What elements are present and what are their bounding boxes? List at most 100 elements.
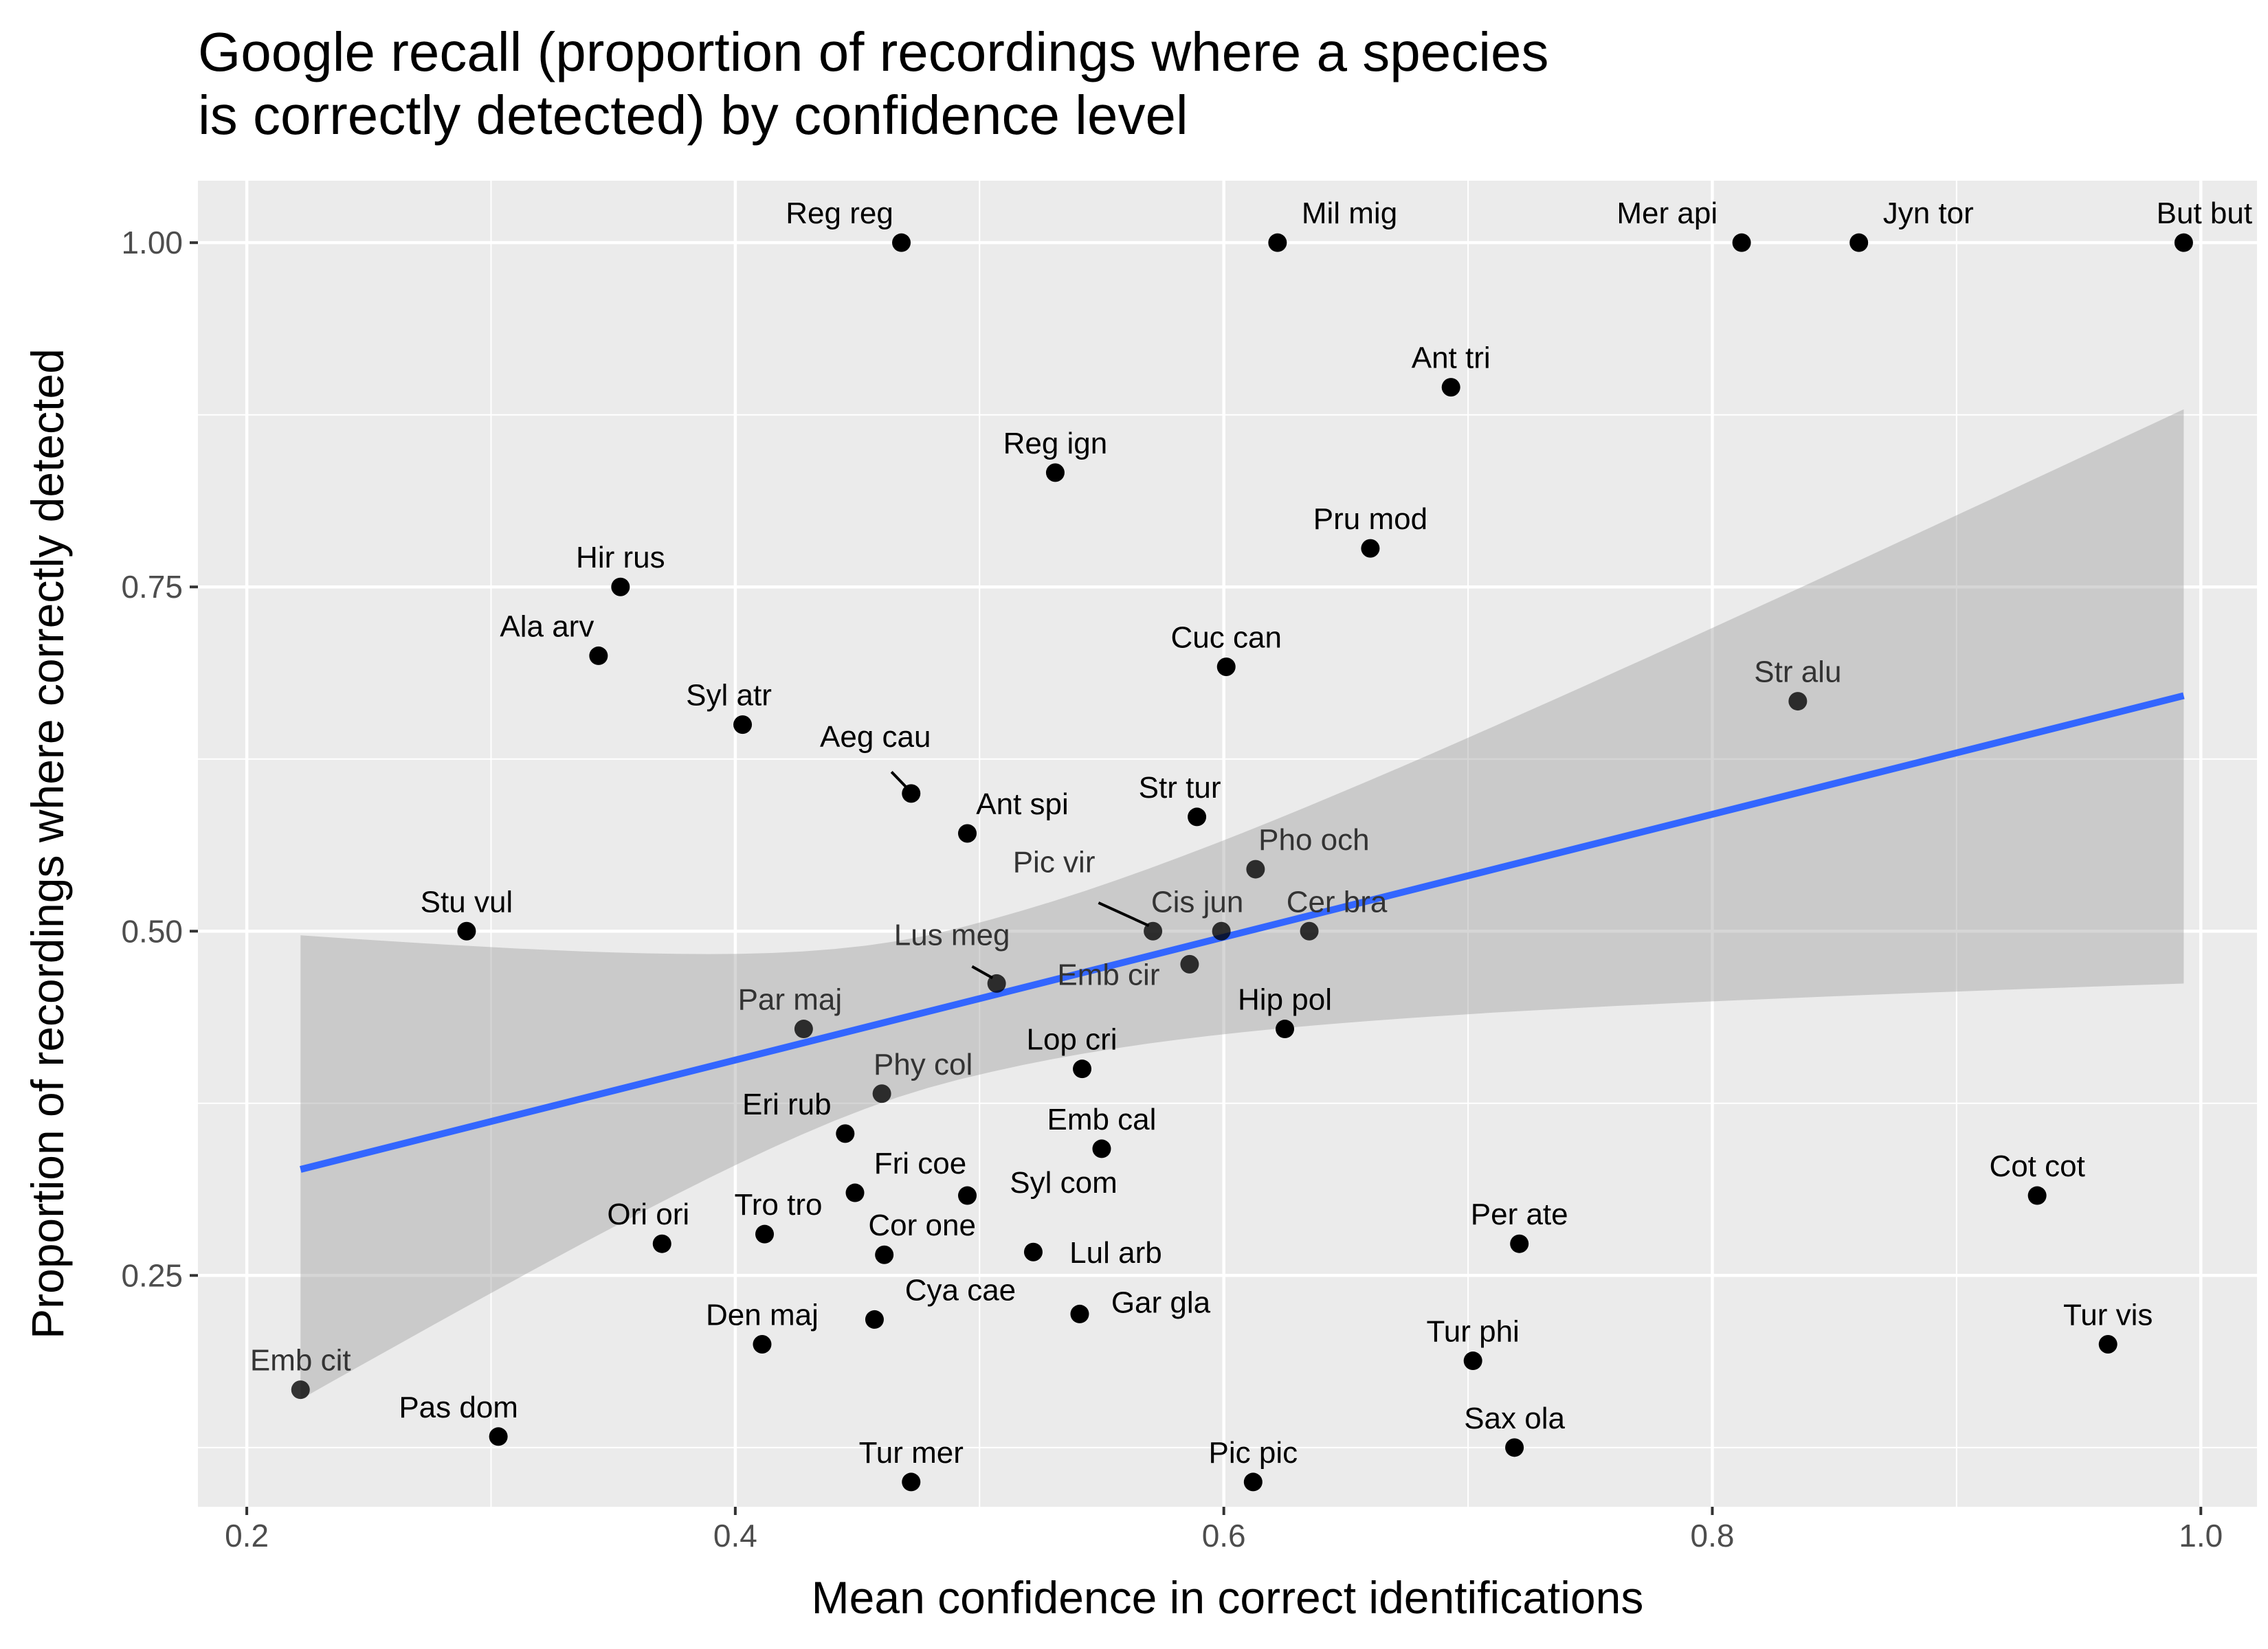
point-label: Cya cae <box>905 1273 1016 1307</box>
x-tick-label: 0.4 <box>713 1518 757 1553</box>
data-point <box>753 1335 772 1354</box>
point-label: Reg ign <box>1003 427 1108 460</box>
data-point <box>2098 1335 2117 1354</box>
x-tick-label: 0.8 <box>1690 1518 1734 1553</box>
data-point <box>1045 463 1065 482</box>
point-label: Ant spi <box>976 787 1069 821</box>
point-label: Ala arv <box>500 609 594 643</box>
point-label: Phy col <box>874 1048 972 1081</box>
confidence-band-layer <box>300 409 2184 1400</box>
data-point <box>1070 1304 1089 1323</box>
point-label: Mer api <box>1616 197 1717 230</box>
data-point <box>1243 1472 1263 1492</box>
point-label: Reg reg <box>786 197 893 230</box>
point-label: Pic vir <box>1013 845 1096 879</box>
point-label: Sax ola <box>1464 1402 1565 1435</box>
data-point <box>1849 233 1869 252</box>
point-label: Cuc can <box>1171 620 1282 654</box>
point-label: Hir rus <box>576 541 665 574</box>
data-point <box>958 1186 977 1205</box>
point-label: Syl atr <box>686 679 772 713</box>
data-point <box>865 1310 884 1329</box>
data-point <box>1361 539 1380 558</box>
point-label: Cis jun <box>1151 885 1244 919</box>
data-point <box>2174 233 2193 252</box>
label-leader-line <box>890 771 909 789</box>
point-label: Syl com <box>1010 1166 1117 1200</box>
data-point <box>845 1183 865 1202</box>
point-label: Gar gla <box>1111 1286 1211 1319</box>
data-point <box>902 1472 921 1492</box>
data-point <box>892 233 911 252</box>
point-label: Den maj <box>706 1299 819 1332</box>
point-label: Emb cir <box>1057 958 1159 991</box>
data-point <box>755 1224 775 1244</box>
data-point <box>1732 233 1751 252</box>
data-point <box>489 1427 508 1446</box>
trend-line <box>300 692 2185 1173</box>
x-tick-label: 0.6 <box>1202 1518 1246 1553</box>
data-point <box>1441 378 1460 397</box>
minor-gridlines <box>198 181 2257 1507</box>
point-label: Ant tri <box>1412 341 1491 375</box>
point-label: Pru mod <box>1313 502 1427 536</box>
data-point <box>589 646 608 665</box>
point-label: Mil mig <box>1302 197 1397 230</box>
data-point <box>2027 1186 2047 1205</box>
data-point <box>1188 807 1207 827</box>
data-point <box>836 1124 855 1143</box>
y-axis-title: Proportion of recordings where correctly… <box>22 348 73 1339</box>
y-tick-label: 0.25 <box>121 1257 183 1293</box>
data-point <box>1300 921 1319 941</box>
x-axis-title: Mean confidence in correct identificatio… <box>812 1572 1644 1623</box>
point-label: Fri coe <box>874 1147 966 1180</box>
data-point <box>457 921 476 941</box>
data-point <box>958 824 977 843</box>
point-label: Tur phi <box>1427 1315 1520 1349</box>
y-tick-label: 1.00 <box>121 225 183 260</box>
data-point <box>1268 233 1287 252</box>
point-label: Tur vis <box>2063 1299 2153 1332</box>
point-label: Pic pic <box>1209 1436 1298 1470</box>
x-tick-label: 1.0 <box>2179 1518 2223 1553</box>
point-label: Emb cit <box>250 1344 351 1378</box>
data-point <box>1505 1438 1524 1457</box>
point-label: Lop cri <box>1026 1023 1117 1057</box>
data-point <box>902 784 921 803</box>
data-point <box>291 1380 310 1400</box>
data-point <box>1092 1139 1111 1158</box>
trend-line-layer <box>300 692 2185 1173</box>
point-label: Emb cal <box>1047 1103 1156 1136</box>
point-label: Jyn tor <box>1883 197 1974 230</box>
data-point <box>652 1234 671 1253</box>
point-label: Eri rub <box>742 1088 832 1121</box>
point-label: Str alu <box>1754 655 1841 689</box>
data-point <box>733 715 753 734</box>
point-label: Pho och <box>1258 823 1369 857</box>
point-label: Hip pol <box>1238 983 1332 1017</box>
point-label: Tur mer <box>859 1436 964 1470</box>
y-tick-label: 0.75 <box>121 569 183 605</box>
data-point <box>1023 1242 1043 1261</box>
y-tick-label: 0.50 <box>121 913 183 949</box>
point-label: Per ate <box>1471 1198 1568 1231</box>
point-label: Aeg cau <box>820 720 931 754</box>
data-point <box>872 1084 891 1103</box>
data-point <box>1276 1020 1295 1039</box>
point-label: Lul arb <box>1069 1236 1162 1270</box>
point-label: Tro tro <box>735 1188 823 1222</box>
x-axis: 0.2 0.4 0.6 0.8 1.0 <box>225 1507 2223 1553</box>
chart-title: Google recall (proportion of recordings … <box>198 21 1549 146</box>
data-point <box>1073 1059 1092 1079</box>
data-point <box>1216 657 1236 676</box>
point-labels-layer: Reg reg Mil mig Mer api Jyn tor But but Ant t… <box>250 197 2252 1470</box>
point-label: Cer bra <box>1287 885 1388 919</box>
data-point <box>794 1020 813 1039</box>
points-layer <box>291 233 2193 1492</box>
label-leader-line <box>1098 901 1150 928</box>
plot-panel <box>198 181 2257 1507</box>
data-point <box>1463 1351 1482 1371</box>
point-label: Cot cot <box>1989 1149 2084 1183</box>
confidence-band <box>300 409 2184 1400</box>
